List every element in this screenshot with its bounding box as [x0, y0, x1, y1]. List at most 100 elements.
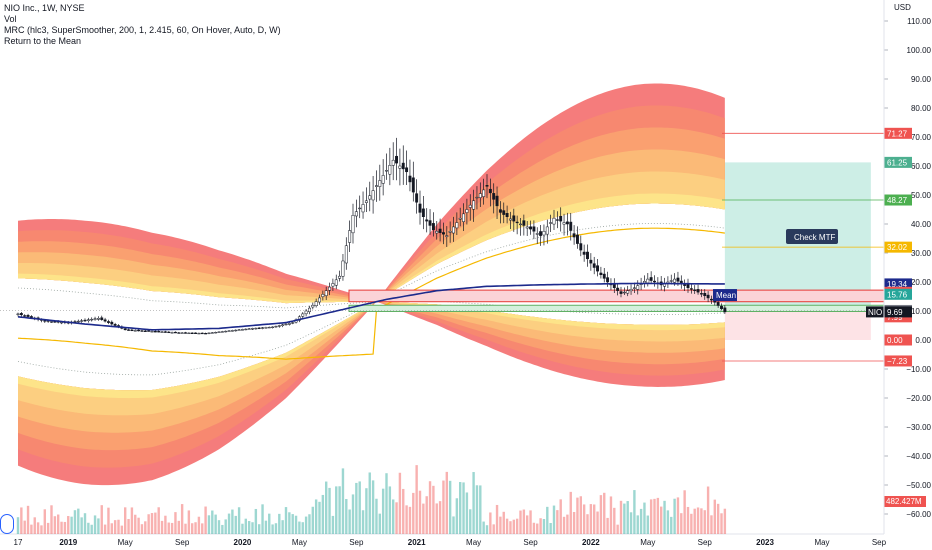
- candle: [482, 189, 486, 197]
- volume-bar: [465, 492, 469, 534]
- y-tick-label: −10.00: [906, 365, 931, 374]
- candle: [512, 215, 516, 222]
- symbol-title[interactable]: NIO Inc., 1W, NYSE: [4, 3, 85, 13]
- candle: [579, 243, 583, 251]
- volume-bar: [197, 516, 201, 534]
- volume-bar: [335, 486, 338, 534]
- candle: [492, 193, 496, 200]
- candle: [304, 310, 308, 315]
- candle: [308, 307, 311, 313]
- x-tick-label: 2021: [408, 538, 426, 547]
- volume-bar: [666, 510, 670, 534]
- scroll-badge-icon[interactable]: [0, 514, 14, 534]
- volume-bar: [586, 514, 589, 534]
- candle: [110, 321, 114, 325]
- candle: [237, 329, 241, 331]
- candle: [458, 217, 462, 220]
- volume-bar: [77, 508, 80, 534]
- upper-band-0: [18, 83, 725, 304]
- volume-bar: [462, 482, 465, 534]
- volume-bar: [355, 482, 358, 534]
- candle: [626, 290, 630, 294]
- volume-bar: [626, 501, 629, 534]
- volume-bar: [321, 494, 325, 534]
- price-label-box: [884, 156, 912, 168]
- volume-bar: [318, 501, 321, 534]
- volume-bar: [117, 519, 120, 534]
- candle: [525, 226, 529, 229]
- volume-bar: [639, 508, 643, 534]
- candle: [649, 277, 653, 281]
- candle: [562, 222, 566, 225]
- last-price-symbol-box: [866, 306, 884, 318]
- candle: [606, 277, 610, 283]
- y-tick-label: −40.00: [906, 452, 931, 461]
- candle: [689, 288, 693, 290]
- y-tick-label: −30.00: [906, 423, 931, 432]
- volume-bar: [237, 507, 241, 534]
- y-tick-label: 0.00: [915, 336, 931, 345]
- mean-tag: [713, 289, 737, 302]
- volume-bar: [405, 505, 408, 534]
- candle: [455, 222, 459, 229]
- y-tick-label: 60.00: [911, 162, 932, 171]
- candle: [271, 326, 275, 329]
- candle: [264, 327, 268, 329]
- volume-bar: [549, 522, 552, 534]
- candle: [462, 213, 466, 222]
- y-tick-label: 40.00: [911, 220, 932, 229]
- volume-bar: [680, 513, 683, 534]
- volume-bar: [194, 522, 197, 534]
- candle: [619, 291, 623, 294]
- volume-bar: [375, 498, 378, 534]
- indicator-legend[interactable]: MRC (hlc3, SuperSmoother, 200, 1, 2.415,…: [4, 25, 281, 35]
- volume-bar: [73, 510, 77, 534]
- volume-bar: [693, 508, 696, 534]
- volume-bar: [36, 522, 40, 534]
- candle: [502, 210, 506, 215]
- x-tick-label: 17: [14, 538, 23, 547]
- volume-bar: [502, 511, 505, 534]
- candle: [368, 195, 372, 200]
- candle: [217, 331, 221, 333]
- volume-bar: [539, 518, 542, 534]
- candle: [576, 234, 579, 244]
- price-label: 48.27: [887, 196, 908, 205]
- volume-bar: [629, 512, 633, 534]
- volume-bar: [164, 515, 167, 534]
- candle: [676, 277, 680, 282]
- candle: [445, 235, 449, 237]
- candle: [364, 200, 368, 203]
- volume-bar: [30, 524, 33, 534]
- candle: [535, 233, 539, 235]
- volume-bar: [710, 515, 713, 534]
- indicator-subtitle[interactable]: Return to the Mean: [4, 36, 82, 46]
- volume-legend[interactable]: Vol: [4, 14, 17, 24]
- candle: [314, 301, 318, 306]
- volume-bar: [472, 472, 475, 534]
- volume-bar: [529, 510, 532, 534]
- candle: [157, 331, 161, 333]
- price-label-box: [884, 127, 912, 139]
- volume-bar: [519, 510, 522, 534]
- volume-bar: [70, 516, 73, 534]
- volume-bar: [144, 521, 147, 534]
- volume-bar: [254, 508, 258, 534]
- y-tick-label: −60.00: [906, 510, 931, 519]
- candle: [241, 329, 244, 331]
- volume-bar: [670, 516, 673, 534]
- y-tick-label: 20.00: [911, 278, 932, 287]
- volume-bar: [412, 492, 415, 534]
- volume-bar: [227, 513, 231, 534]
- volume-bar: [646, 515, 649, 534]
- candle: [643, 281, 646, 284]
- volume-bar: [385, 473, 388, 534]
- candle: [344, 245, 348, 264]
- candle: [16, 313, 20, 315]
- x-tick-label: Sep: [698, 538, 713, 547]
- volume-bar: [415, 465, 418, 534]
- volume-bar: [603, 492, 606, 534]
- volume-bar: [562, 516, 566, 534]
- candle: [391, 159, 395, 166]
- x-tick-label: May: [466, 538, 481, 547]
